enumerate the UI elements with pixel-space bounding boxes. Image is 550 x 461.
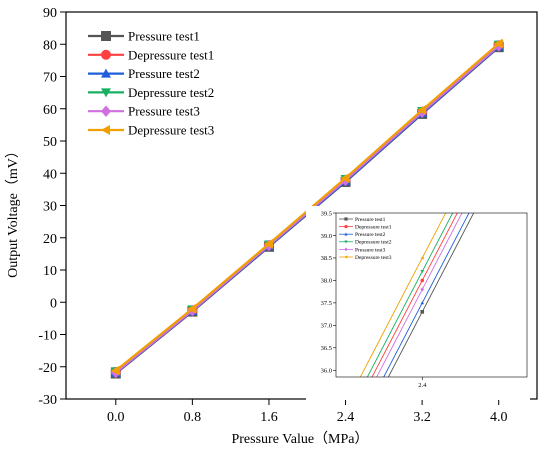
inset-data-point xyxy=(420,310,425,314)
legend-marker xyxy=(101,105,111,117)
legend-label: Depressure test2 xyxy=(128,85,214,100)
inset-plot: 36.0 36.5 37.0 37.5 38.0 38.5 39.0 39.5 2.4 Press… xyxy=(306,206,530,400)
y-tick-label: -20 xyxy=(38,361,57,376)
inset-series-line xyxy=(366,213,454,377)
inset-legend-marker xyxy=(344,225,348,229)
y-tick-label: 20 xyxy=(43,232,57,247)
inset-series-line xyxy=(383,213,470,377)
inset-y-tick-label: 38.0 xyxy=(321,278,332,285)
inset-y-tick-label: 39.0 xyxy=(321,233,332,240)
legend-label: Pressure test1 xyxy=(128,29,200,44)
x-tick-label: 0.0 xyxy=(107,410,125,425)
legend-label: Depressure test1 xyxy=(128,47,214,62)
x-tick-label: 3.2 xyxy=(413,410,431,425)
inset-y-tick-label: 39.5 xyxy=(321,210,332,217)
inset-legend-marker xyxy=(344,232,348,236)
inset-data-point xyxy=(420,269,425,274)
y-tick-label: -10 xyxy=(38,329,57,344)
legend-label: Pressure test3 xyxy=(128,104,200,119)
inset-frame xyxy=(335,212,528,378)
inset-legend-label: Depressure test3 xyxy=(355,255,392,261)
inset-y-tick-label: 37.5 xyxy=(321,300,332,307)
y-tick-label: 80 xyxy=(43,38,57,53)
inset-data-point xyxy=(420,287,425,292)
inset-data-point xyxy=(420,278,425,283)
inset-y-tick-label: 38.5 xyxy=(321,255,332,262)
inset-data-point xyxy=(420,256,424,260)
inset-x-tick-label: 2.4 xyxy=(418,382,427,389)
inset-legend-label: Pressure test1 xyxy=(355,217,386,223)
inset-legend-marker xyxy=(344,217,348,221)
legend: Pressure test1 Depressure test1 Pressure t… xyxy=(88,29,214,138)
x-tick-label: 0.8 xyxy=(184,410,202,425)
data-point xyxy=(263,238,273,249)
inset-legend-label: Depressure test2 xyxy=(355,240,392,246)
y-tick-label: 90 xyxy=(43,6,57,21)
inset-series-line xyxy=(359,213,447,377)
y-tick-label: 0 xyxy=(50,296,57,311)
inset-legend-label: Depressure test1 xyxy=(355,225,392,231)
data-point xyxy=(340,173,350,184)
inset-legend-marker xyxy=(344,247,348,252)
inset-background xyxy=(306,206,530,400)
inset-series-group xyxy=(359,213,475,377)
inset-legend-label: Pressure test2 xyxy=(355,232,386,238)
legend-marker xyxy=(101,49,111,60)
inset-series-line xyxy=(371,213,458,377)
data-point xyxy=(493,38,503,49)
inset-legend-marker xyxy=(344,255,348,259)
y-tick-label: 10 xyxy=(43,264,57,279)
legend-marker xyxy=(101,31,111,41)
y-tick-label: 40 xyxy=(43,167,57,182)
inset-legend-marker xyxy=(344,240,348,244)
y-tick-label: 50 xyxy=(43,135,57,150)
y-tick-label: 70 xyxy=(43,71,57,86)
y-axis-title: Output Voltage（mV） xyxy=(5,144,21,278)
legend-marker xyxy=(101,68,111,78)
y-tick-label: -30 xyxy=(38,393,57,408)
main-plot: -30 -20 -10 0 10 20 30 40 50 60 70 80 90 0.0 0.8 1.6 2.4… xyxy=(38,6,538,425)
inset-y-tick-label: 37.0 xyxy=(321,323,332,330)
inset-y-tick-label: 36.5 xyxy=(321,345,332,352)
inset-series-line xyxy=(376,213,463,377)
x-axis-title: Pressure Value（MPa） xyxy=(231,431,368,447)
data-point xyxy=(417,105,427,116)
inset-legend-label: Pressure test3 xyxy=(355,247,386,253)
legend-marker xyxy=(101,125,110,135)
legend-marker xyxy=(101,88,111,98)
y-tick-label: 30 xyxy=(43,200,57,215)
inset-series-line xyxy=(387,213,475,377)
legend-label: Pressure test2 xyxy=(128,66,200,81)
legend-label: Depressure test3 xyxy=(128,123,214,138)
data-point xyxy=(187,303,197,314)
data-point xyxy=(110,365,120,376)
x-tick-label: 1.6 xyxy=(260,410,278,425)
y-tick-label: 60 xyxy=(43,103,57,118)
x-tick-label: 2.4 xyxy=(337,410,355,425)
inset-y-tick-label: 36.0 xyxy=(321,368,332,375)
x-tick-label: 4.0 xyxy=(490,410,508,425)
inset-data-point xyxy=(420,301,425,305)
